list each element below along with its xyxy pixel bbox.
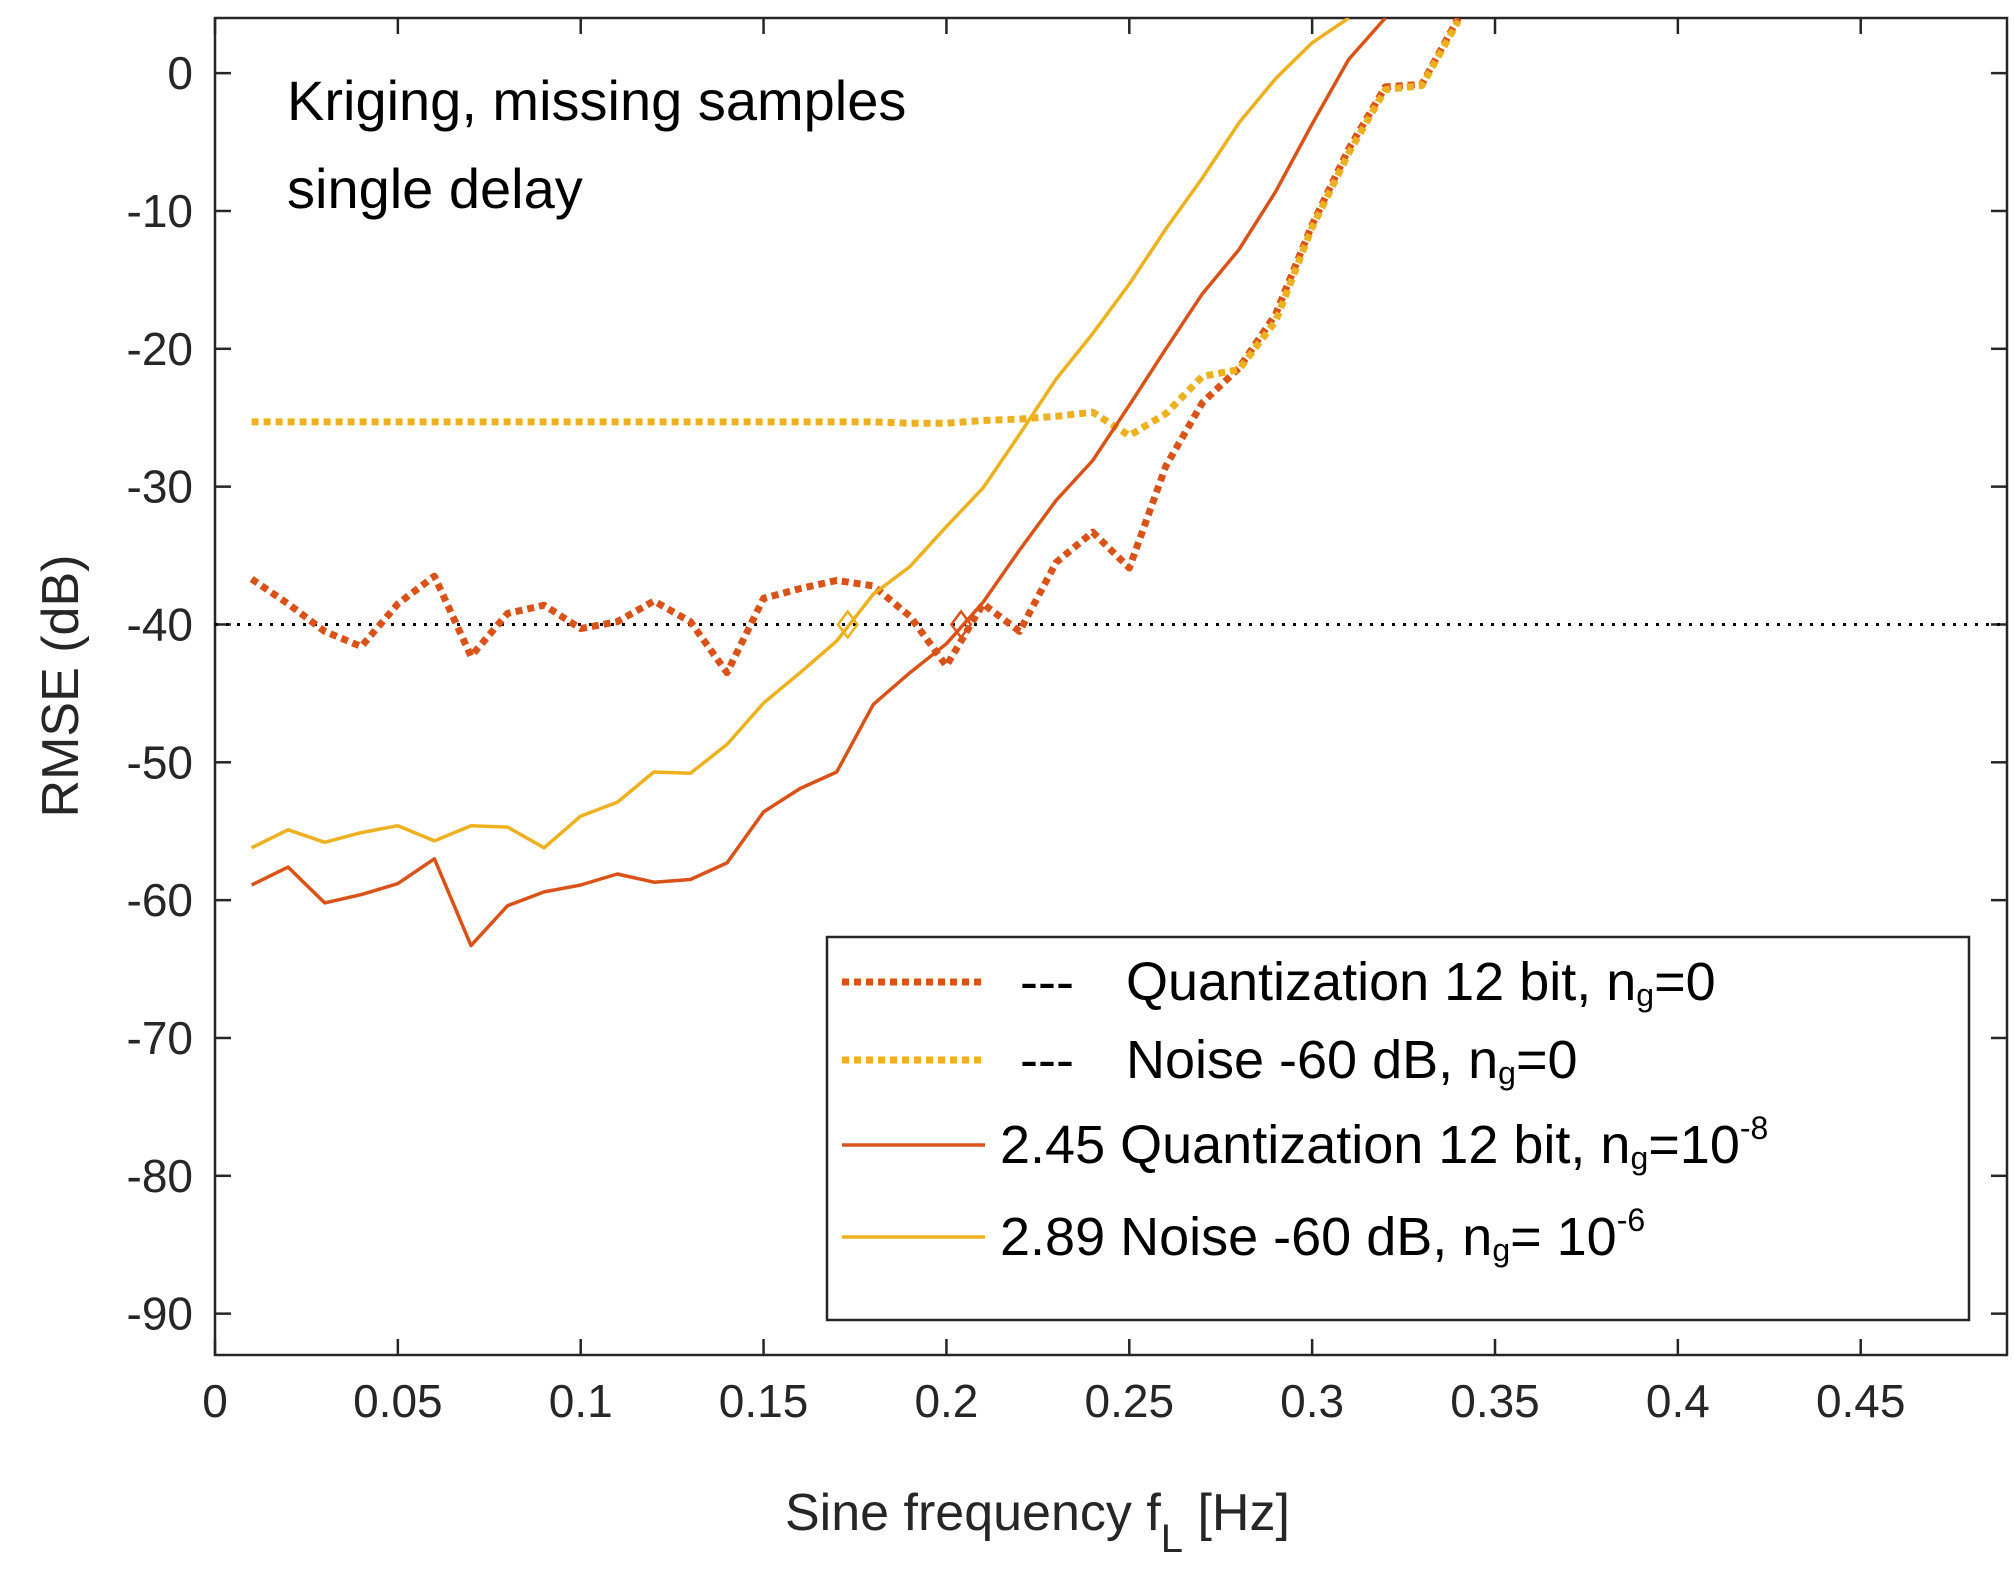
y-tick-label: 0 [167,47,193,99]
y-tick-label: -60 [127,874,193,926]
legend-label-noise-ng0: --- Noise -60 dB, ng=0 [1020,1030,1578,1091]
y-tick-label: -50 [127,736,193,788]
x-tick-label: 0.35 [1450,1375,1540,1427]
x-tick-label: 0.15 [719,1375,809,1427]
y-axis: 0 -10 -20 -30 -40 -50 -60 -70 -80 -90 [127,47,2007,1340]
series-group [249,18,1462,948]
x-axis-title-suffix: [Hz] [1183,1484,1290,1542]
legend-label-quant-ng0: --- Quantization 12 bit, ng=0 [1020,952,1716,1013]
legend-label-quant-ng1e-8: 2.45 Quantization 12 bit, ng=10-8 [1000,1110,1768,1176]
x-axis-title-subscript: L [1161,1517,1183,1561]
series-line-noise-ng1e-6 [250,18,1350,850]
x-axis: 0 0.05 0.1 0.15 0.2 0.25 0.3 0.35 0.4 0.45 [202,18,1905,1427]
y-tick-label: -10 [127,185,193,237]
series-line-noise-ng0 [251,19,1462,440]
x-tick-label: 0.4 [1646,1375,1710,1427]
x-tick-label: 0 [202,1375,228,1427]
annotation-line-1: Kriging, missing samples [287,69,906,132]
x-tick-label: 0.1 [549,1375,613,1427]
y-tick-label: -40 [127,598,193,650]
crossing-marker-0 [836,609,859,640]
annotation-line-2: single delay [287,157,583,220]
legend-label-noise-ng1e-6: 2.89 Noise -60 dB, ng= 10-6 [1000,1202,1645,1268]
legend-prefix: --- [1020,1030,1074,1090]
x-tick-label: 0.05 [353,1375,443,1427]
x-tick-label: 0.3 [1280,1375,1344,1427]
y-tick-label: -20 [127,323,193,375]
y-axis-title: RMSE (dB) [32,555,90,818]
x-axis-title-main: Sine frequency f [785,1484,1161,1542]
x-tick-label: 0.2 [914,1375,978,1427]
y-tick-label: -30 [127,461,193,513]
y-tick-label: -80 [127,1150,193,1202]
y-tick-label: -90 [127,1288,193,1340]
marker-group [836,609,973,640]
legend: --- Quantization 12 bit, ng=0 --- Noise -60… [825,935,1971,1322]
series-line-quant-ng1e-8 [250,18,1387,948]
legend-box [825,935,1971,1322]
crossing-marker-1 [949,609,973,640]
y-tick-label: -70 [127,1012,193,1064]
x-tick-label: 0.45 [1816,1375,1906,1427]
legend-prefix: --- [1020,952,1074,1012]
x-tick-label: 0.25 [1085,1375,1175,1427]
x-axis-title: Sine frequency fL [Hz] [785,1484,1290,1561]
